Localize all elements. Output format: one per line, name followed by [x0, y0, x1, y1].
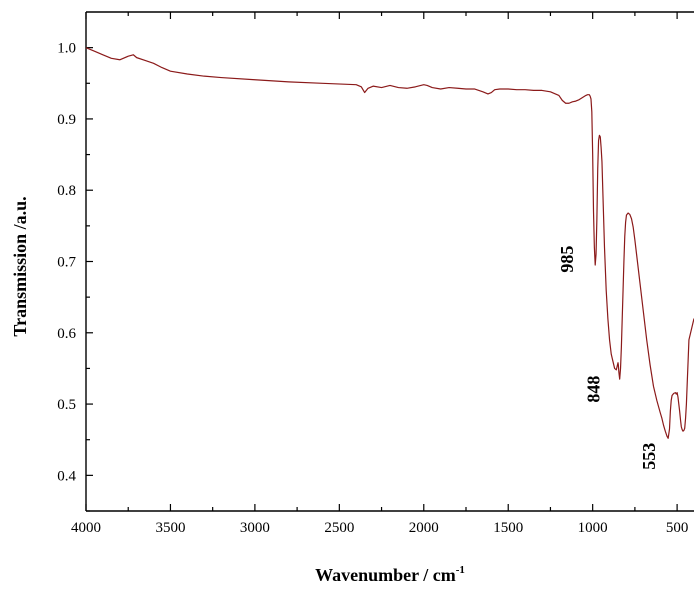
x-tick-label: 4000 — [71, 520, 101, 536]
x-tick-label: 3000 — [240, 520, 270, 536]
y-tick-label: 0.6 — [57, 326, 76, 342]
peak-label: 848 — [583, 376, 603, 403]
axis-ticks: 4000 3500 3000 2500 2000 1500 1000 500 0.4 0.5 0.6… — [57, 12, 688, 536]
spectrum-line — [85, 47, 694, 439]
x-tick-label: 1000 — [578, 520, 608, 536]
x-axis-title: Wavenumber / cm-1 — [315, 564, 465, 585]
x-tick-label: 3500 — [155, 520, 185, 536]
y-tick-label: 1.0 — [57, 41, 76, 57]
data-series — [85, 47, 694, 439]
y-tick-label: 0.5 — [57, 397, 76, 413]
x-axis-title-text: Wavenumber / cm — [315, 565, 456, 585]
y-tick-label: 0.7 — [57, 255, 76, 271]
peak-label: 985 — [557, 246, 577, 273]
y-tick-label: 0.4 — [57, 468, 76, 484]
y-tick-label: 0.9 — [57, 112, 76, 128]
x-axis-title-superscript: -1 — [456, 564, 465, 576]
y-tick-label: 0.8 — [57, 183, 76, 199]
y-axis-title: Transmission /a.u. — [10, 196, 30, 336]
peak-label: 553 — [639, 443, 659, 470]
x-tick-label: 1500 — [493, 520, 523, 536]
x-tick-label: 500 — [666, 520, 689, 536]
peak-annotations: 985 848 553 — [557, 246, 659, 470]
plot-axes — [85, 11, 694, 512]
x-tick-label: 2500 — [324, 520, 354, 536]
x-tick-label: 2000 — [409, 520, 439, 536]
